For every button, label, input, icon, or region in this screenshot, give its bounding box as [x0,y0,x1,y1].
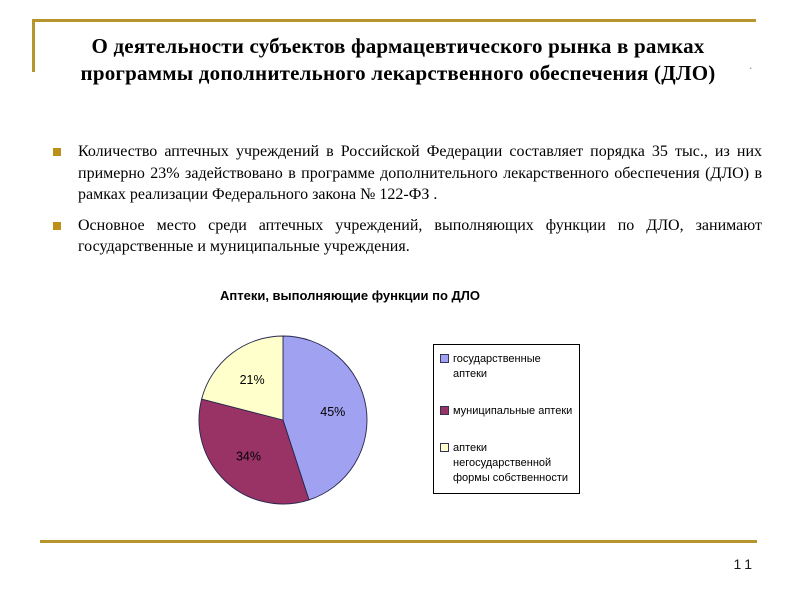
legend-item: государственные аптеки [440,352,574,382]
bottom-border-line [40,540,757,543]
bullet-square-icon [53,148,61,156]
legend-label: государственные аптеки [453,353,541,380]
chart-legend: государственные аптеки муниципальные апте… [433,344,580,494]
bullet-square-icon [53,221,61,230]
pie-slice-1 [282,335,368,501]
top-border-line [33,19,756,22]
pie-data-label: 34% [236,450,261,464]
pie-data-label: 21% [240,373,265,387]
pie-slice-3 [201,335,284,421]
pie-data-label: 45% [320,405,345,419]
title-trailing-period: . [749,57,753,72]
legend-item: муниципальные аптеки [440,404,574,419]
slide-title-line1: О деятельности субъектов фармацевтическо… [91,34,705,58]
chart-title: Аптеки, выполняющие функции по ДЛО [220,288,480,303]
legend-label: муниципальные аптеки [453,405,573,417]
page-number: 11 [733,556,756,572]
bullet-list: Количество аптечных учреждений в Российс… [53,141,762,267]
pie-slice-2 [198,398,310,505]
bullet-text: Основное место среди аптечных учреждений… [78,216,762,256]
legend-item: аптеки негосударственной формы собственн… [440,441,574,486]
bullet-item: Основное место среди аптечных учреждений… [53,215,762,258]
legend-swatch-icon [440,354,449,363]
left-border-line [32,19,35,72]
bullet-text: Количество аптечных учреждений в Российс… [78,143,762,203]
pie-chart: 45% 34% 21% [198,335,368,505]
slide-title-line2: программы дополнительного лекарственного… [80,61,716,85]
slide-title: О деятельности субъектов фармацевтическо… [48,33,748,87]
legend-swatch-icon [440,406,449,415]
legend-label: аптеки негосударственной формы собственн… [453,442,569,484]
legend-swatch-icon [440,443,449,452]
bullet-item: Количество аптечных учреждений в Российс… [53,141,762,206]
